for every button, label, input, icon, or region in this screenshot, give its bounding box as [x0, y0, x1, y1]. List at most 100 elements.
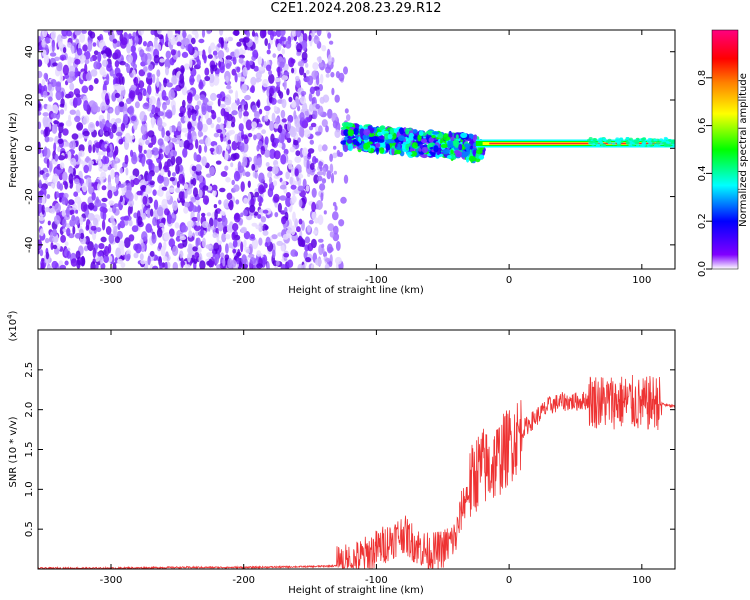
noise-blob [326, 170, 332, 180]
noise-blob [233, 212, 241, 223]
noise-blob [214, 253, 220, 265]
noise-blob [201, 212, 206, 217]
noise-blob [172, 201, 178, 211]
noise-blob [130, 45, 137, 53]
signal-blob [460, 151, 469, 158]
noise-blob [116, 258, 124, 265]
noise-blob [254, 36, 259, 45]
noise-blob [88, 202, 95, 210]
noise-blob [198, 189, 203, 198]
noise-blob [291, 195, 297, 204]
signal-blob [628, 137, 633, 141]
signal-blob [408, 132, 415, 141]
noise-blob [256, 157, 262, 168]
noise-blob [176, 181, 180, 189]
signal-blob [340, 126, 347, 130]
noise-blob [254, 191, 260, 198]
spectrogram-x-label: Height of straight line (km) [288, 285, 424, 296]
noise-blob [175, 236, 181, 242]
noise-blob [125, 189, 133, 199]
noise-blob [280, 30, 286, 36]
signal-blob [405, 143, 410, 151]
noise-blob [98, 243, 105, 250]
noise-blob [253, 155, 258, 165]
noise-blob [62, 64, 69, 76]
noise-blob [201, 123, 208, 133]
noise-blob [252, 49, 258, 58]
noise-blob [147, 255, 151, 266]
noise-blob [170, 49, 176, 56]
noise-blob [258, 223, 263, 233]
noise-blob [334, 94, 340, 103]
noise-blob [258, 237, 263, 246]
noise-blob [74, 67, 79, 78]
noise-blob [137, 216, 143, 226]
noise-blob [269, 120, 275, 132]
spectrogram-y-ticks: -40 -20 0 20 40 [24, 45, 675, 253]
noise-blob [204, 67, 210, 76]
signal-blob [379, 135, 385, 140]
noise-blob [202, 185, 209, 191]
noise-blob [151, 117, 155, 129]
noise-blob [183, 206, 189, 214]
noise-blob [150, 208, 154, 217]
noise-blob [207, 101, 214, 106]
noise-blob [217, 43, 222, 48]
noise-blob [124, 62, 129, 67]
noise-blob [64, 241, 69, 246]
noise-blob [249, 86, 255, 93]
noise-blob [243, 231, 251, 240]
noise-blob [93, 78, 99, 84]
noise-blob [191, 119, 197, 127]
noise-blob [290, 58, 296, 64]
noise-blob [118, 138, 124, 145]
noise-blob [219, 187, 226, 193]
noise-blob [316, 30, 322, 37]
noise-blob [321, 247, 325, 254]
noise-blob [312, 230, 318, 235]
noise-blob [183, 63, 190, 70]
noise-blob [76, 48, 83, 56]
signal-blob [448, 132, 453, 138]
noise-blob [167, 170, 171, 178]
noise-blob [38, 216, 45, 221]
signal-blob [420, 138, 427, 144]
noise-blob [224, 254, 230, 261]
noise-blob [42, 90, 48, 98]
noise-blob [216, 93, 223, 99]
noise-blob [212, 50, 218, 56]
noise-blob [87, 213, 95, 221]
noise-blob [145, 223, 152, 233]
signal-blob [377, 131, 383, 136]
noise-blob [88, 186, 93, 195]
noise-blob [211, 184, 218, 191]
noise-blob [301, 239, 306, 248]
noise-blob [323, 210, 327, 215]
noise-blob [40, 129, 44, 135]
noise-blob [309, 139, 314, 145]
noise-blob [256, 144, 260, 152]
noise-blob [151, 233, 157, 244]
noise-blob [287, 114, 294, 123]
noise-blob [256, 263, 263, 269]
signal-blob [596, 143, 601, 147]
noise-blob [215, 160, 222, 165]
noise-blob [216, 264, 221, 269]
signal-blob [417, 134, 422, 142]
signal-blob [376, 147, 379, 155]
noise-blob [316, 175, 323, 182]
noise-blob [285, 40, 292, 49]
noise-blob [146, 84, 152, 96]
noise-blob [99, 127, 104, 136]
colorbar-tick-label: 0.6 [697, 118, 708, 134]
noise-blob [267, 187, 274, 198]
noise-blob [264, 114, 269, 122]
noise-blob [69, 57, 75, 63]
noise-blob [333, 225, 339, 235]
noise-blob [246, 30, 251, 38]
noise-blob [166, 214, 173, 225]
noise-blob [161, 186, 168, 191]
noise-blob [202, 237, 206, 248]
noise-blob [135, 35, 139, 45]
noise-blob [304, 110, 309, 116]
